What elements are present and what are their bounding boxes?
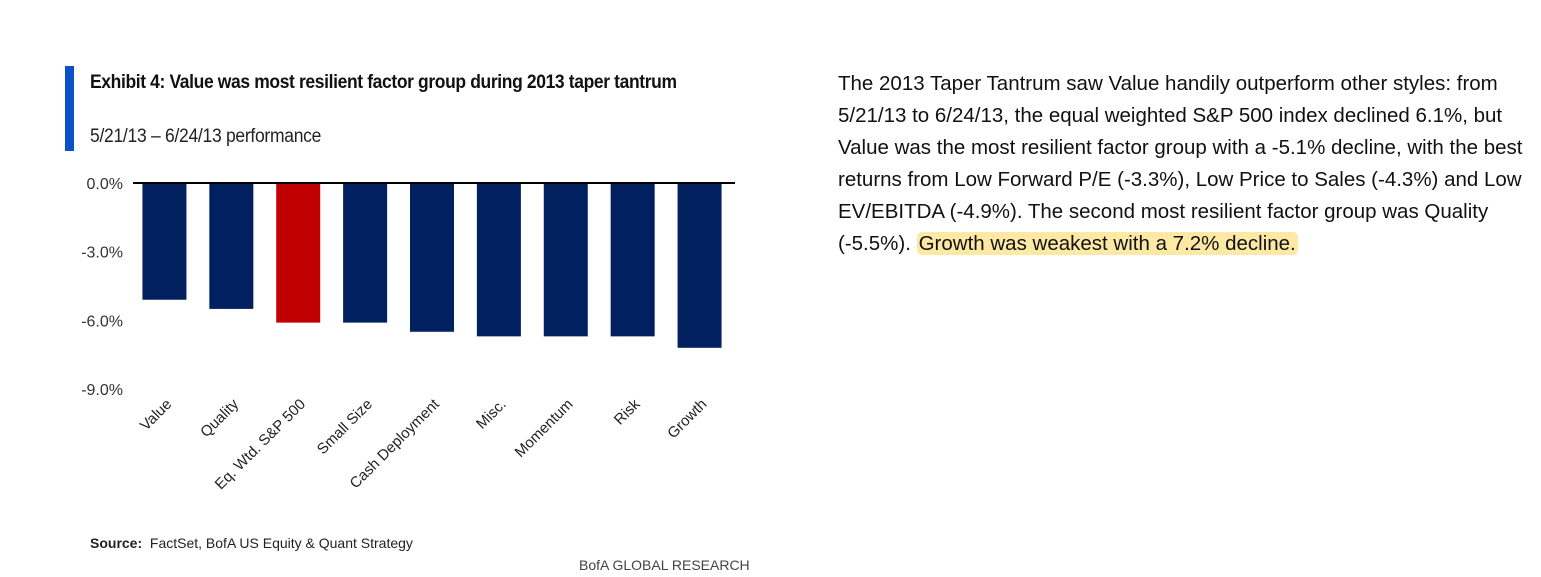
x-tick-label: Misc. [473,396,510,433]
commentary-text: The 2013 Taper Tantrum saw Value handily… [838,72,1523,255]
bar [677,183,722,348]
source-text: FactSet, BofA US Equity & Quant Strategy [149,535,413,551]
x-tick-label: Momentum [512,396,577,461]
y-tick-label: -3.0% [81,245,123,262]
bar [543,183,588,337]
commentary-highlight: Growth was weakest with a 7.2% decline. [916,232,1298,255]
chart-title: Exhibit 4: Value was most resilient fact… [90,72,677,93]
accent-bar [65,66,74,151]
y-tick-label: 0.0% [87,176,123,193]
bar [209,183,254,309]
y-tick-label: -9.0% [81,382,123,399]
bar [343,183,388,323]
bar [276,183,321,323]
x-tick-label: Risk [611,395,644,428]
footer-brand: BofA GLOBAL RESEARCH [579,557,750,573]
commentary-paragraph: The 2013 Taper Tantrum saw Value handily… [838,68,1528,260]
bar [142,183,187,300]
y-tick-label: -6.0% [81,313,123,330]
source-label: Source: [90,535,143,551]
x-tick-label: Small Size [314,396,376,458]
x-tick-label: Quality [197,395,242,440]
chart-subtitle: 5/21/13 – 6/24/13 performance [90,126,322,147]
x-tick-label: Value [137,396,175,434]
bar [610,183,655,337]
source-note: Source: FactSet, BofA US Equity & Quant … [90,535,413,551]
bar [476,183,521,337]
bar [410,183,454,332]
x-tick-label: Growth [664,396,710,442]
